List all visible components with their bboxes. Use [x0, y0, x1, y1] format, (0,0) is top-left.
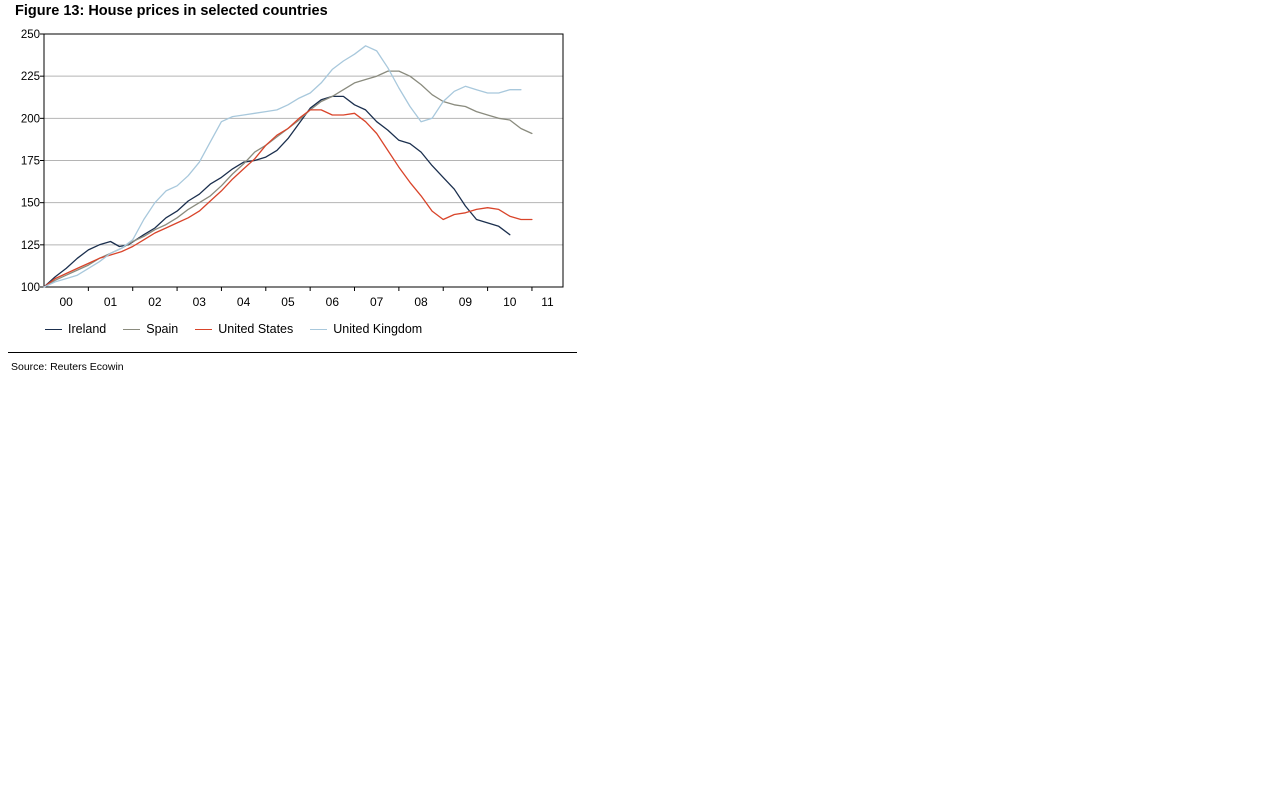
legend-label: Spain: [146, 322, 179, 336]
x-tick-label: 02: [148, 295, 162, 309]
line-chart: 100 125 150 175 200 225 250 00 01 02 03 04 05 06 07 08 0…: [21, 29, 564, 309]
legend-label: United States: [218, 322, 294, 336]
y-tick-label: 150: [21, 198, 40, 210]
x-tick-label: 09: [459, 295, 473, 309]
legend-swatch: [45, 328, 62, 330]
divider: [8, 352, 577, 353]
series-line-united-states: [43, 109, 533, 288]
legend-swatch: [195, 328, 213, 330]
y-tick-label: 100: [21, 282, 40, 294]
y-tick-label: 200: [21, 113, 40, 125]
series-lines: [43, 45, 533, 288]
legend-label: Ireland: [68, 322, 107, 336]
legend-item-united-kingdom: United Kingdom: [310, 322, 422, 336]
y-tick-label: 175: [21, 156, 40, 168]
series-line-ireland: [43, 95, 511, 288]
y-tick-label: 225: [21, 71, 40, 83]
gridlines: [44, 75, 563, 246]
chart-figure: Figure 13: House prices in selected coun…: [0, 0, 600, 400]
x-tick-label: 05: [281, 295, 295, 309]
y-tick-label: 125: [21, 240, 40, 252]
y-tick-label: 250: [21, 29, 40, 41]
x-tick-label: 07: [370, 295, 384, 309]
legend-swatch: [123, 328, 141, 330]
x-tick-label: 00: [59, 295, 73, 309]
source-note: Source: Reuters Ecowin: [11, 361, 124, 373]
x-tick-label: 10: [503, 295, 517, 309]
legend-item-ireland: Ireland: [45, 322, 106, 336]
axes: 100 125 150 175 200 225 250 00 01 02 03 04 05 06 07 08 0…: [21, 29, 554, 309]
x-tick-label: 04: [237, 295, 251, 309]
chart-legend: Ireland Spain United States United Kingdom: [45, 322, 439, 336]
chart-title: Figure 13: House prices in selected coun…: [15, 3, 328, 19]
x-tick-label: 03: [193, 295, 207, 309]
x-tick-label: 06: [326, 295, 340, 309]
legend-item-spain: Spain: [123, 322, 178, 336]
series-line-united-kingdom: [43, 45, 522, 288]
series-line-spain: [43, 70, 533, 288]
x-tick-label: 08: [414, 295, 428, 309]
x-tick-label: 01: [104, 295, 118, 309]
legend-swatch: [310, 328, 328, 330]
legend-label: United Kingdom: [333, 322, 423, 336]
legend-item-united-states: United States: [195, 322, 293, 336]
x-tick-label: 11: [541, 295, 554, 309]
